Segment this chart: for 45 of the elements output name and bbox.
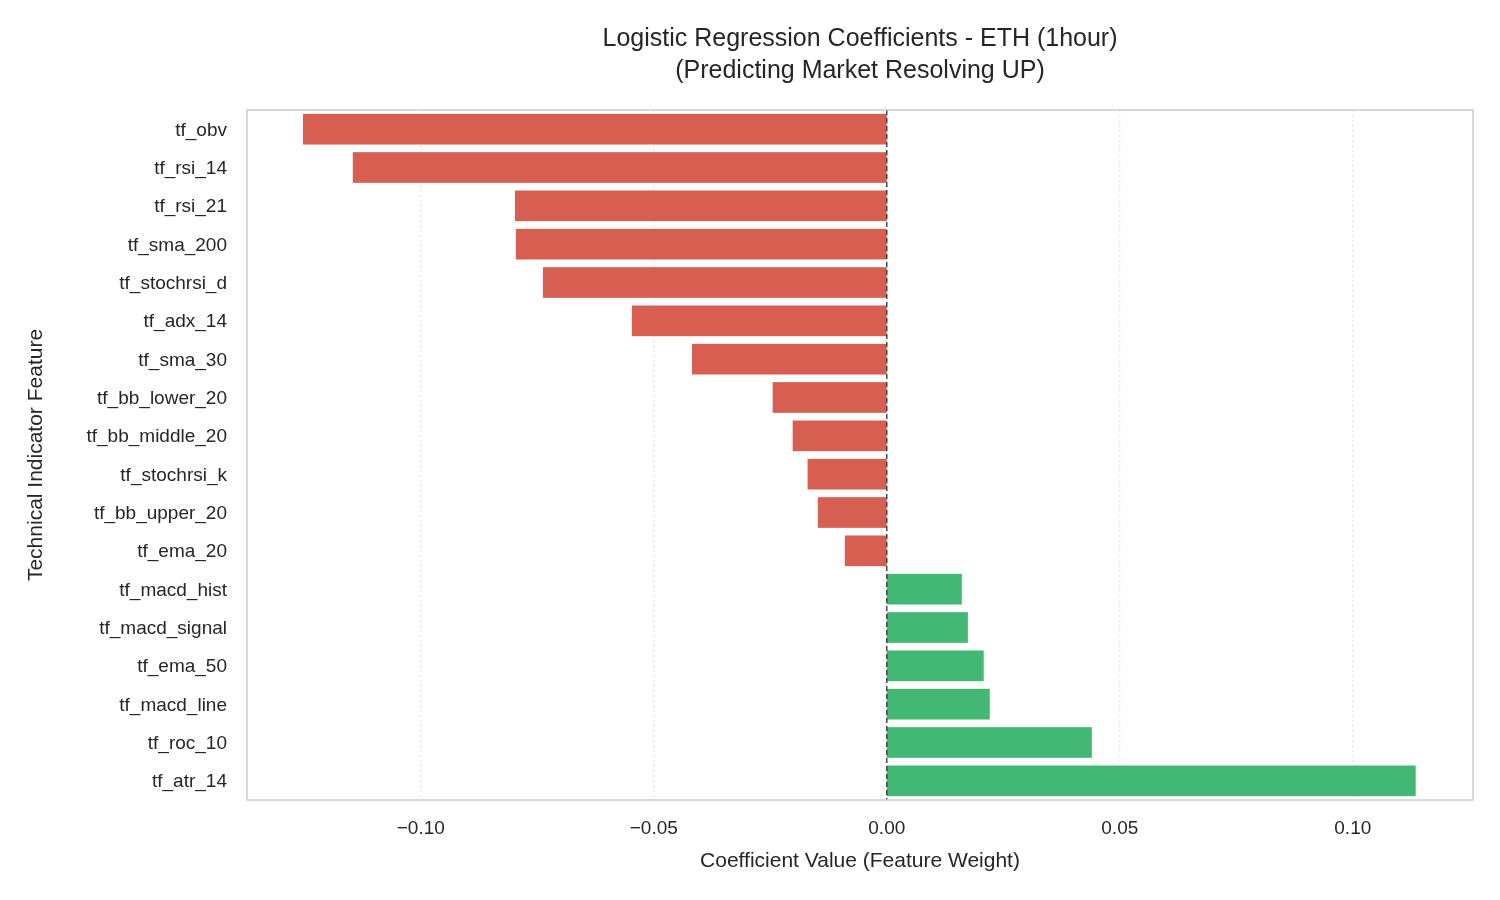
- bar: [792, 420, 887, 452]
- y-tick-label: tf_atr_14: [152, 770, 228, 793]
- bar: [844, 535, 887, 567]
- y-tick-label: tf_bb_upper_20: [93, 502, 227, 525]
- y-tick-label: tf_macd_hist: [119, 578, 228, 601]
- bar: [631, 305, 887, 337]
- bar: [514, 190, 887, 222]
- bar: [886, 573, 962, 605]
- bar: [886, 650, 984, 682]
- bar: [807, 458, 887, 490]
- x-tick-label: 0.10: [1334, 817, 1372, 838]
- x-tick-label: −0.10: [396, 817, 445, 838]
- y-tick-label: tf_stochrsi_k: [120, 463, 228, 486]
- bar: [886, 765, 1416, 797]
- bar: [302, 113, 887, 145]
- y-tick-label: tf_stochrsi_d: [119, 272, 227, 295]
- bar: [817, 497, 887, 528]
- y-tick-label: tf_rsi_21: [154, 195, 227, 218]
- y-tick-label: tf_macd_signal: [99, 617, 227, 640]
- x-axis-title: Coefficient Value (Feature Weight): [700, 848, 1020, 871]
- y-axis-title: Technical Indicator Feature: [23, 328, 46, 582]
- y-tick-label: tf_rsi_14: [154, 157, 228, 180]
- x-tick-label: −0.05: [629, 817, 678, 838]
- bar: [772, 382, 887, 413]
- y-tick-label: tf_roc_10: [147, 732, 227, 755]
- y-tick-label: tf_sma_200: [127, 233, 227, 256]
- bar: [542, 267, 887, 298]
- bar: [515, 228, 887, 260]
- bar: [886, 688, 990, 720]
- y-tick-label: tf_obv: [175, 118, 228, 141]
- y-tick-label: tf_adx_14: [143, 310, 228, 333]
- y-tick-label: tf_ema_50: [137, 655, 227, 678]
- chart-title: Logistic Regression Coefficients - ETH (1hour): [602, 23, 1118, 51]
- x-tick-label: 0.05: [1101, 817, 1139, 838]
- y-tick-label: tf_sma_30: [138, 348, 227, 371]
- chart-subtitle: (Predicting Market Resolving UP): [675, 55, 1045, 83]
- x-tick-label: 0.00: [868, 817, 906, 838]
- y-tick-label: tf_ema_20: [137, 540, 227, 563]
- y-tick-label: tf_bb_lower_20: [97, 387, 227, 410]
- bar: [886, 727, 1092, 758]
- y-tick-label: tf_bb_middle_20: [86, 425, 227, 448]
- bar: [886, 612, 968, 643]
- bar: [692, 343, 887, 375]
- bar: [352, 152, 887, 183]
- y-tick-label: tf_macd_line: [119, 693, 227, 716]
